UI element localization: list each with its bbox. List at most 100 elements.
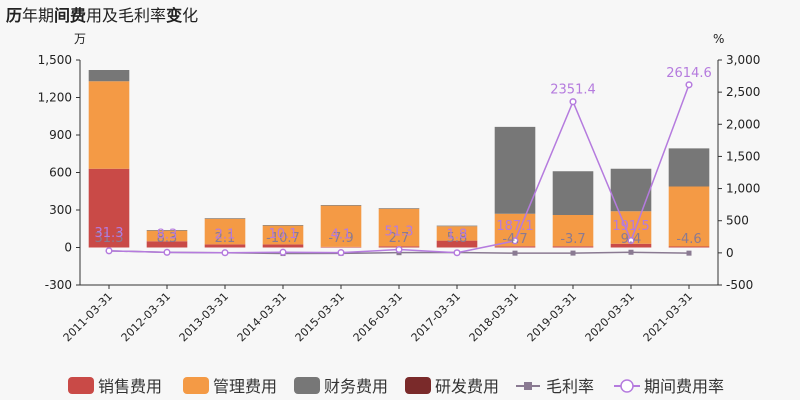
left-axis-unit: 万 (74, 32, 86, 46)
bar-segment (320, 205, 362, 247)
bar-segment (552, 171, 594, 215)
legend-label: 财务费用 (324, 377, 388, 396)
bar-segment (146, 241, 188, 248)
data-point (221, 249, 229, 257)
data-point (569, 98, 577, 106)
bar-segment (262, 244, 304, 248)
x-tick-label: 2016-03-31 (351, 290, 405, 344)
bar-segment (204, 218, 246, 245)
bar-segment (146, 230, 188, 231)
data-label: 51.3 (385, 225, 414, 240)
bar-segment (262, 225, 304, 226)
right-tick-label: 500 (726, 214, 749, 228)
bar-segment (378, 208, 420, 247)
data-label: 31.3 (95, 226, 124, 241)
bar-segment (552, 215, 594, 247)
legend-marker (524, 382, 532, 390)
left-tick-label: 1,200 (38, 91, 72, 105)
data-label: 187.1 (496, 219, 533, 234)
legend: 销售费用 管理费用 财务费用 研发费用 毛利率 期间费用率 (68, 377, 724, 396)
lines (105, 81, 693, 257)
right-axis-unit: % (713, 32, 724, 46)
title-part: 变 (166, 6, 182, 25)
data-point (279, 248, 287, 256)
bar-segment (320, 246, 362, 248)
legend-swatch (405, 377, 431, 394)
left-tick-label: 1,500 (38, 53, 72, 67)
data-label: 2.1 (215, 228, 236, 243)
bar-segment (610, 243, 652, 248)
data-point (685, 81, 693, 89)
bar-segment (204, 218, 246, 219)
right-tick-label: 3,000 (726, 53, 760, 67)
bar-segment (146, 230, 188, 242)
bar-segment (436, 226, 478, 241)
legend-label: 销售费用 (98, 377, 162, 396)
x-tick-label: 2019-03-31 (525, 290, 579, 344)
legend-marker (620, 379, 634, 393)
bar-segment (88, 70, 130, 82)
bar-segment (88, 168, 130, 248)
legend-label: 管理费用 (213, 377, 277, 396)
bar-segment (436, 240, 478, 248)
bar-segment (668, 246, 710, 248)
bar-segment (320, 205, 362, 206)
data-label: 2.1 (215, 231, 236, 246)
legend-swatch (294, 377, 320, 394)
data-labels: 31.3 8.3 2.1 -10.7 -7.9 2.7 5.8 -4.7 -3.7 9.4 -4.6… (95, 66, 712, 247)
bar-segment (204, 244, 246, 248)
left-tick-label: 600 (49, 166, 72, 180)
data-point (511, 237, 519, 245)
data-point (395, 246, 403, 254)
bars (88, 70, 710, 248)
x-tick-label: 2020-03-31 (583, 290, 637, 344)
data-label: 9.4 (621, 232, 642, 247)
title-part: 历 (6, 6, 22, 25)
right-tick-label: -500 (726, 278, 753, 292)
right-tick-label: 1,000 (726, 182, 760, 196)
x-tick-label: 2012-03-31 (119, 290, 173, 344)
bar-segment (668, 186, 710, 247)
x-tick-label: 2014-03-31 (235, 290, 289, 344)
data-label: 8.3 (157, 227, 178, 242)
bar-segment (436, 225, 478, 227)
chart-title: 历年期间费用及毛利率变化 (6, 6, 198, 25)
data-point (163, 248, 171, 256)
title-part: 化 (182, 6, 198, 25)
data-label: 5.8 (447, 231, 468, 246)
data-point (453, 249, 461, 257)
data-point (570, 250, 576, 256)
bar-segment (494, 246, 536, 248)
legend-swatch (68, 377, 94, 394)
bar-segment (262, 225, 304, 245)
data-label: 31.3 (95, 231, 124, 246)
x-tick-label: 2017-03-31 (409, 290, 463, 344)
data-label: -4.6 (676, 232, 701, 247)
bar-segment (494, 126, 536, 214)
data-point (512, 250, 518, 256)
left-tick-label: -300 (45, 278, 72, 292)
left-tick-label: 0 (64, 241, 72, 255)
data-label: 8.3 (157, 231, 178, 246)
left-tick-label: 300 (49, 203, 72, 217)
data-label: -10.7 (266, 231, 300, 246)
data-label: 1.8 (447, 228, 468, 243)
bar-segment (378, 208, 420, 209)
data-point (686, 250, 692, 256)
legend-swatch (183, 377, 209, 394)
title-part: 用及毛利率 (86, 6, 166, 25)
right-tick-label: 2,500 (726, 85, 760, 99)
data-label: -3.7 (560, 232, 585, 247)
data-point (337, 249, 345, 257)
legend-label: 研发费用 (435, 377, 499, 396)
bar-segment (552, 246, 594, 248)
bar-segment (668, 148, 710, 187)
legend-label: 毛利率 (546, 377, 594, 396)
data-label: 4.1 (331, 228, 352, 243)
axes: -300 0 300 600 900 1,200 1,500 -500 0 500 1,000 1,5… (38, 53, 761, 344)
title-part: 年期 (22, 6, 54, 25)
x-tick-label: 2011-03-31 (61, 290, 115, 344)
right-tick-label: 0 (726, 246, 734, 260)
x-tick-label: 2013-03-31 (177, 290, 231, 344)
